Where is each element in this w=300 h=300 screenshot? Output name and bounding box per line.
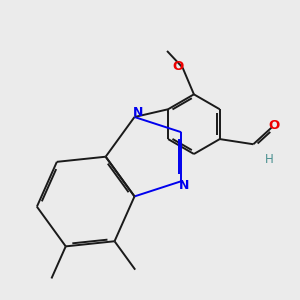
Text: N: N [133, 106, 143, 119]
Text: O: O [173, 60, 184, 73]
Text: N: N [178, 179, 189, 192]
Text: O: O [268, 118, 280, 132]
Text: H: H [264, 153, 273, 166]
